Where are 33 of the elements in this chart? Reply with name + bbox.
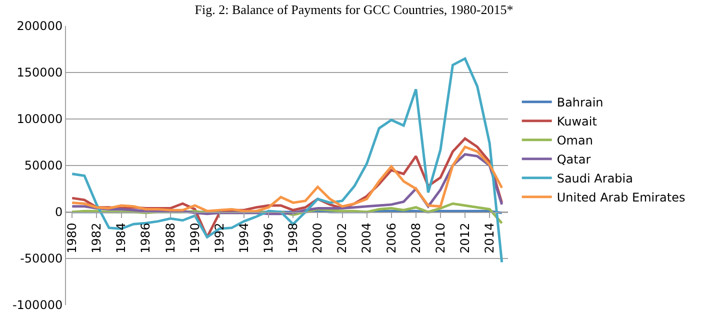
legend-label: Bahrain bbox=[556, 96, 604, 110]
x-tick-label: 1992 bbox=[212, 222, 226, 254]
x-tick-label: 1984 bbox=[114, 222, 128, 254]
x-tick-label: 2004 bbox=[360, 222, 374, 254]
x-tick-label: 1980 bbox=[65, 222, 80, 254]
x-tick-label: 1998 bbox=[286, 222, 300, 254]
line-series bbox=[70, 202, 504, 224]
x-tick-label: 2010 bbox=[433, 222, 448, 254]
y-tick-label: 0 bbox=[54, 205, 63, 220]
x-tick-label: 2008 bbox=[408, 222, 423, 254]
legend-label: Kuwait bbox=[556, 114, 598, 129]
y-tick-label: -100000 bbox=[12, 298, 63, 312]
x-tick-label: 1988 bbox=[163, 222, 178, 254]
x-tick-label: 2012 bbox=[458, 222, 472, 254]
y-tick-label: 100000 bbox=[16, 112, 63, 126]
x-tick-label: 2002 bbox=[335, 222, 350, 254]
legend-label: United Arab Emirates bbox=[556, 190, 686, 205]
y-tick-label: 50000 bbox=[24, 158, 63, 173]
y-tick-label: 150000 bbox=[16, 66, 63, 80]
x-tick-label: 2006 bbox=[384, 222, 398, 254]
x-tick-label: 2000 bbox=[310, 222, 325, 254]
x-tick-label: 1996 bbox=[261, 222, 276, 254]
chart-title: Fig. 2: Balance of Payments for GCC Countries, 1980-2015* bbox=[194, 2, 514, 17]
x-tick-label: 2014 bbox=[482, 222, 496, 254]
x-tick-label: 1990 bbox=[188, 222, 202, 254]
x-tick-label: 1982 bbox=[90, 222, 104, 254]
x-tick-label: 1994 bbox=[236, 222, 251, 254]
legend-label: Qatar bbox=[556, 152, 591, 167]
y-tick-label: -50000 bbox=[20, 252, 63, 266]
x-tick-label: 1986 bbox=[138, 222, 153, 254]
legend-label: Saudi Arabia bbox=[556, 172, 633, 186]
legend-label: Oman bbox=[556, 134, 593, 148]
y-tick-label: 200000 bbox=[16, 19, 63, 34]
